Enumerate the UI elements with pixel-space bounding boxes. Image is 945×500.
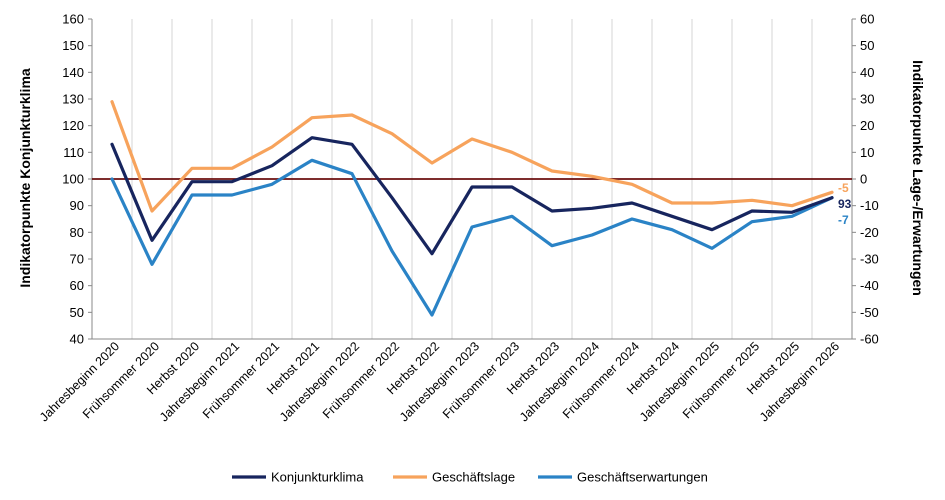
right-tick-label: -20 <box>860 225 879 240</box>
left-tick-label: 80 <box>70 225 84 240</box>
ticks-group: 405060708090100110120130140150160-60-50-… <box>62 12 879 347</box>
right-tick-label: 20 <box>860 118 874 133</box>
legend-label: Geschäftserwartungen <box>577 470 708 485</box>
right-tick-label: -30 <box>860 252 879 267</box>
right-tick-label: -50 <box>860 305 879 320</box>
left-tick-label: 160 <box>62 12 84 27</box>
legend-label: Geschäftslage <box>432 470 515 485</box>
left-tick-label: 100 <box>62 172 84 187</box>
right-tick-label: 40 <box>860 65 874 80</box>
right-axis-title: Indikatorpunkte Lage-/Erwartungen <box>910 60 926 296</box>
left-tick-label: 140 <box>62 65 84 80</box>
end-label-gesch-ftserwartungen: -7 <box>838 213 849 227</box>
x-tick-label: Jahresbeginn 2026 <box>757 339 842 424</box>
right-tick-label: 0 <box>860 172 867 187</box>
left-tick-label: 150 <box>62 38 84 53</box>
right-tick-label: -10 <box>860 198 879 213</box>
end-label-konjunkturklima: 93 <box>838 197 852 211</box>
right-tick-label: -60 <box>860 332 879 347</box>
series-line-konjunkturklima <box>110 136 834 256</box>
left-tick-label: 40 <box>70 332 84 347</box>
right-tick-label: 60 <box>860 12 874 27</box>
end-labels-group: 93 -5 -7 <box>838 181 852 227</box>
left-tick-label: 120 <box>62 118 84 133</box>
left-tick-label: 50 <box>70 305 84 320</box>
end-label-gesch-ftslage: -5 <box>838 181 849 195</box>
right-tick-label: 30 <box>860 92 874 107</box>
series-line-gesch-ftserwartungen <box>110 158 834 317</box>
legend-label: Konjunkturklima <box>271 470 364 485</box>
left-tick-label: 110 <box>63 145 84 160</box>
left-tick-label: 60 <box>70 278 84 293</box>
left-tick-label: 90 <box>70 198 84 213</box>
left-tick-label: 130 <box>62 92 84 107</box>
legend: Konjunkturklima Geschäftslage Geschäftserw… <box>232 470 708 485</box>
right-tick-label: -40 <box>860 278 879 293</box>
left-axis-title: Indikatorpunkte Konjunkturklima <box>17 68 33 288</box>
right-tick-label: 50 <box>860 38 874 53</box>
series-group <box>110 100 834 317</box>
right-tick-label: 10 <box>860 145 874 160</box>
series-line-gesch-ftslage <box>110 100 834 213</box>
left-tick-label: 70 <box>70 252 84 267</box>
